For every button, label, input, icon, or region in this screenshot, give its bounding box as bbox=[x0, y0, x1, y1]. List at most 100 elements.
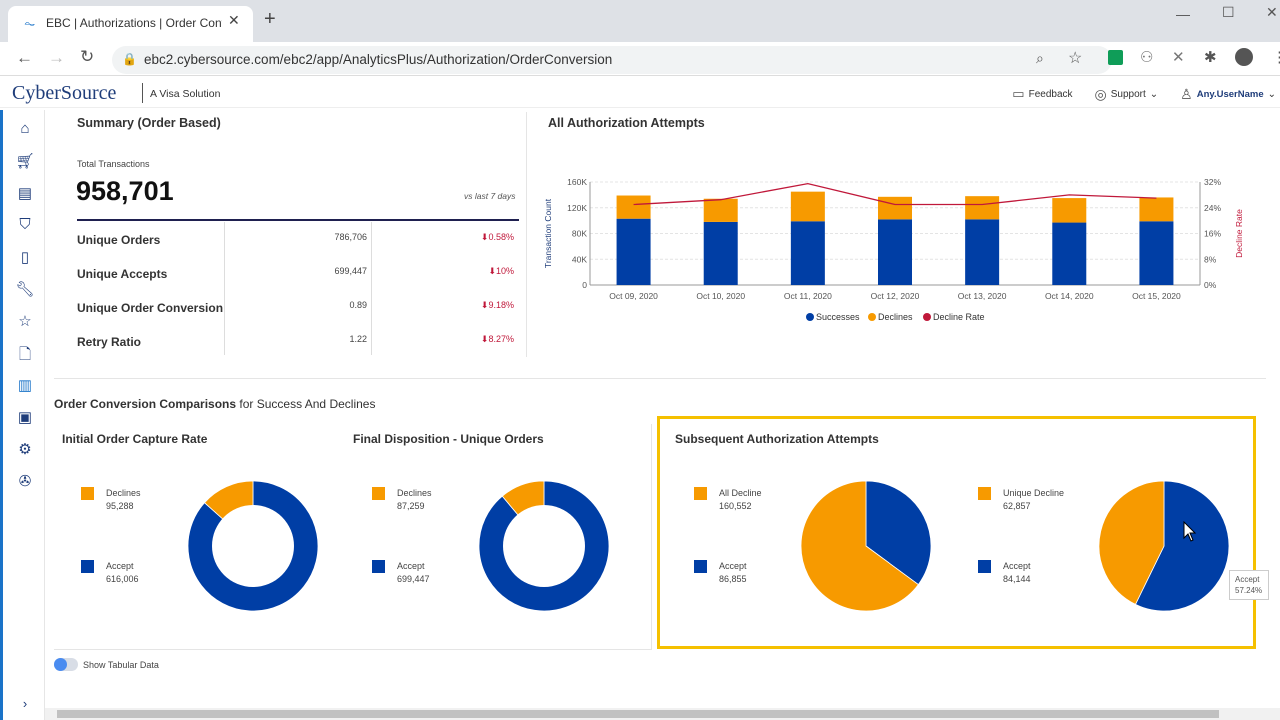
slice-accept[interactable] bbox=[1134, 481, 1229, 611]
chevron-right-icon[interactable]: › bbox=[22, 696, 28, 711]
forward-icon[interactable]: → bbox=[48, 48, 65, 67]
cart-icon[interactable]: 🛒︎ bbox=[15, 153, 35, 170]
x-tick-label: Oct 11, 2020 bbox=[784, 291, 832, 301]
support-icon: ◎ bbox=[1094, 85, 1107, 102]
mouse-cursor-icon bbox=[1183, 521, 1197, 542]
home-icon[interactable]: ⌂ bbox=[20, 120, 30, 137]
user-menu[interactable]: Any.UserName bbox=[1196, 88, 1264, 100]
reload-icon[interactable]: ↻ bbox=[80, 47, 95, 66]
support-menu[interactable]: Support bbox=[1110, 88, 1146, 100]
logo[interactable]: CyberSource bbox=[12, 82, 117, 104]
legend-label: Unique Decline bbox=[1003, 488, 1065, 498]
donut-chart bbox=[188, 481, 318, 611]
highlight-box bbox=[657, 416, 1256, 649]
legend-value: 62,857 bbox=[1003, 501, 1031, 511]
legend-value: 95,288 bbox=[106, 501, 134, 511]
slice-decline[interactable] bbox=[801, 481, 919, 611]
address-bar-row: ← → ↻ 🔒 ebc2.cybersource.com/ebc2/app/An… bbox=[0, 42, 1280, 76]
device-icon[interactable]: ▯ bbox=[20, 249, 30, 266]
arrow-down-icon: ⬇ bbox=[488, 266, 496, 276]
row-label: Unique Order Conversion bbox=[77, 301, 224, 315]
comparisons-title: Order Conversion Comparisons bbox=[54, 397, 237, 411]
payments-icon[interactable]: ▤ bbox=[17, 185, 33, 202]
x-tick-label: Oct 14, 2020 bbox=[1045, 291, 1094, 301]
lock-icon: 🔒 bbox=[122, 52, 137, 66]
legend-swatch bbox=[81, 560, 94, 573]
slice-accept[interactable] bbox=[865, 481, 931, 586]
legend-value: 86,855 bbox=[719, 574, 747, 584]
bar-declines bbox=[703, 198, 738, 222]
extension-x-icon[interactable]: ✕ bbox=[1172, 49, 1185, 66]
legend-label: Successes bbox=[816, 312, 860, 322]
tab-title: EBC | Authorizations | Order Conversion bbox=[46, 16, 222, 30]
new-tab-icon[interactable]: + bbox=[264, 8, 276, 30]
y-tick-label: 80K bbox=[572, 229, 587, 239]
slice-decline[interactable] bbox=[1099, 481, 1165, 605]
tooltip-value: 57.24% bbox=[1235, 586, 1263, 595]
row-label: Unique Orders bbox=[77, 233, 161, 247]
summary-row: Unique Orders 786,706 ⬇0.58% bbox=[77, 232, 517, 252]
browser-tab[interactable]: ⏦ EBC | Authorizations | Order Conversio… bbox=[8, 6, 253, 42]
comparison-chart-title: Subsequent Authorization Attempts bbox=[675, 432, 879, 446]
legend-marker bbox=[923, 313, 931, 321]
bar-successes bbox=[878, 219, 912, 285]
pie-chart bbox=[801, 481, 931, 611]
total-label: Total Transactions bbox=[77, 159, 150, 169]
y2-axis-label: Decline Rate bbox=[1234, 209, 1244, 258]
tooltip-label: Accept bbox=[1235, 575, 1260, 584]
document-icon[interactable]: 🗋 bbox=[18, 346, 32, 363]
row-change: 10% bbox=[495, 266, 514, 276]
x-tick-label: Oct 13, 2020 bbox=[958, 291, 1007, 301]
profile-icon[interactable] bbox=[1235, 48, 1253, 66]
shield-icon[interactable]: ⛉ bbox=[19, 216, 31, 233]
tooltip: Accept 57.24% bbox=[1229, 570, 1269, 600]
horizontal-scrollbar[interactable] bbox=[45, 708, 1280, 720]
tagline: A Visa Solution bbox=[150, 88, 221, 100]
legend-label: Declines bbox=[106, 488, 141, 498]
url-text: ebc2.cybersource.com/ebc2/app/AnalyticsP… bbox=[144, 52, 613, 67]
comparison-chart-title: Initial Order Capture Rate bbox=[62, 432, 208, 446]
bar-declines bbox=[616, 195, 651, 219]
menu-icon[interactable]: ⋮ bbox=[1272, 49, 1280, 66]
gear-icon[interactable]: ⚙ bbox=[18, 441, 32, 458]
bar-declines bbox=[878, 196, 912, 220]
legend-label: Accept bbox=[1003, 561, 1031, 571]
feedback-link[interactable]: Feedback bbox=[1028, 88, 1073, 100]
slice-accept[interactable] bbox=[188, 481, 318, 611]
show-tabular-toggle[interactable] bbox=[54, 658, 78, 671]
bookmark-star-icon[interactable]: ☆ bbox=[1068, 50, 1083, 67]
extension-sheets-icon[interactable] bbox=[1108, 50, 1123, 65]
extension-icon[interactable]: ⚇ bbox=[1140, 49, 1154, 66]
back-icon[interactable]: ← bbox=[16, 48, 33, 67]
minimize-icon[interactable]: — bbox=[1176, 6, 1190, 22]
legend-swatch bbox=[372, 487, 385, 500]
arrow-down-icon: ⬇ bbox=[480, 232, 489, 242]
legend-label: Declines bbox=[878, 312, 913, 322]
url-input[interactable]: 🔒 ebc2.cybersource.com/ebc2/app/Analytic… bbox=[112, 46, 1112, 74]
legend-label: All Decline bbox=[719, 488, 762, 498]
close-tab-icon[interactable]: ✕ bbox=[228, 12, 240, 28]
feedback-icon: ▭ bbox=[1012, 86, 1025, 101]
bar-declines bbox=[790, 191, 825, 222]
analytics-icon[interactable]: ▥ bbox=[17, 377, 33, 394]
zoom-icon[interactable]: ⌕ bbox=[1036, 50, 1044, 66]
legend-value: 160,552 bbox=[719, 501, 752, 511]
bar-declines bbox=[1139, 197, 1174, 222]
star-icon[interactable]: ☆ bbox=[18, 313, 32, 330]
legend-swatch bbox=[372, 560, 385, 573]
header-actions: ▭ Feedback ◎ Support ⌄ ♙ Any.UserName ⌄ bbox=[1012, 84, 1276, 104]
maximize-icon[interactable]: ☐ bbox=[1222, 4, 1235, 20]
x-tick-label: Oct 09, 2020 bbox=[609, 291, 658, 301]
wrench-icon[interactable]: 🔧︎ bbox=[15, 281, 35, 298]
sidebar: ⌂ 🛒︎ ▤ ⛉ ▯ 🔧︎ ☆ 🗋 ▥ ▣ ⚙ ✇ › bbox=[0, 110, 45, 720]
report-icon[interactable]: ▣ bbox=[17, 409, 33, 426]
comparisons-subtitle: for Success And Declines bbox=[239, 397, 376, 411]
close-window-icon[interactable]: ✕ bbox=[1266, 4, 1278, 20]
row-label: Unique Accepts bbox=[77, 267, 168, 281]
legend-label: Accept bbox=[106, 561, 134, 571]
extensions-puzzle-icon[interactable]: ✱ bbox=[1204, 49, 1217, 66]
settings-advanced-icon[interactable]: ✇ bbox=[18, 473, 32, 490]
legend-swatch bbox=[694, 560, 707, 573]
row-change: 9.18% bbox=[488, 300, 514, 310]
row-change: 8.27% bbox=[488, 334, 514, 344]
